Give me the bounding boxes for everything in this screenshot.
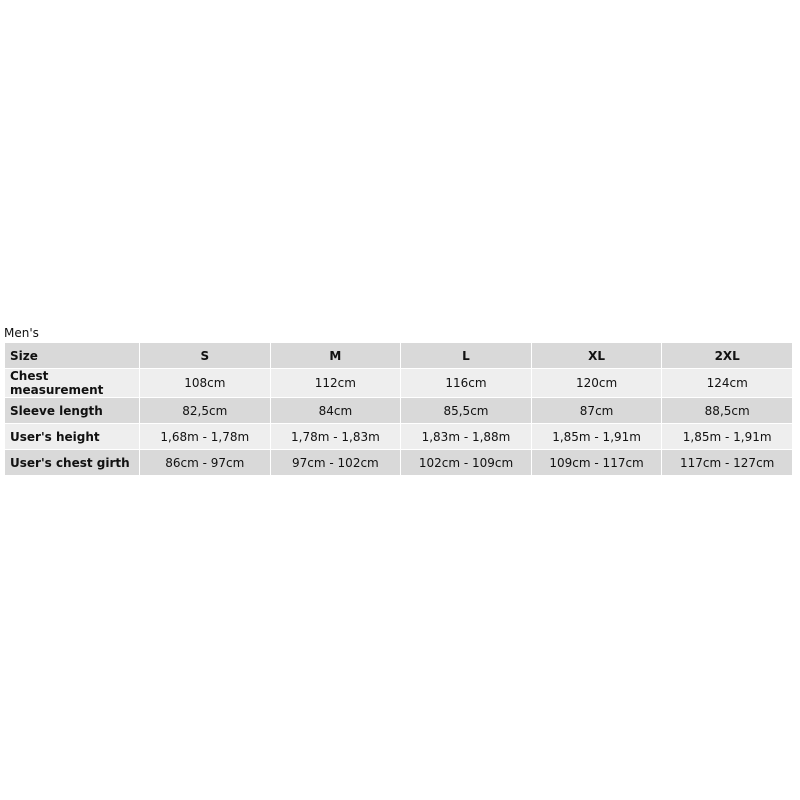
table-body: Size S M L XL 2XL Chest measurement 108cm 112cm 1… <box>4 342 793 476</box>
table-title: Men's <box>4 326 39 340</box>
table-row: Sleeve length 82,5cm 84cm 85,5cm 87cm 88,5cm <box>4 397 793 424</box>
table-cell: XL <box>530 342 663 369</box>
table-cell: 124cm <box>661 368 793 398</box>
table-cell: 1,85m - 1,91m <box>661 423 793 450</box>
table-cell: 84cm <box>269 397 402 424</box>
table-cell: 2XL <box>661 342 793 369</box>
table-cell: 117cm - 127cm <box>661 449 793 476</box>
row-label: User's height <box>4 423 140 450</box>
table-cell: 1,85m - 1,91m <box>530 423 663 450</box>
table-cell: L <box>400 342 532 369</box>
table-cell: 88,5cm <box>661 397 793 424</box>
table-row: User's chest girth 86cm - 97cm 97cm - 102c… <box>4 449 793 476</box>
table-cell: 82,5cm <box>139 397 271 424</box>
table-cell: M <box>269 342 402 369</box>
table-cell: 120cm <box>530 368 663 398</box>
row-label: User's chest girth <box>4 449 140 476</box>
table-cell: 102cm - 109cm <box>400 449 532 476</box>
table-cell: 116cm <box>400 368 532 398</box>
table-row: User's height 1,68m - 1,78m 1,78m - 1,83m 1… <box>4 423 793 450</box>
row-label: Size <box>4 342 140 369</box>
table-row: Size S M L XL 2XL <box>4 342 793 369</box>
table-row: Chest measurement 108cm 112cm 116cm 120cm 124… <box>4 368 793 398</box>
table-cell: 85,5cm <box>400 397 532 424</box>
row-label: Sleeve length <box>4 397 140 424</box>
table-cell: 87cm <box>530 397 663 424</box>
table-cell: 1,68m - 1,78m <box>139 423 271 450</box>
table-cell: 86cm - 97cm <box>139 449 271 476</box>
row-label: Chest measurement <box>4 368 140 398</box>
table-cell: 1,83m - 1,88m <box>400 423 532 450</box>
table-cell: 1,78m - 1,83m <box>269 423 402 450</box>
table-cell: 109cm - 117cm <box>530 449 663 476</box>
table-cell: 108cm <box>139 368 271 398</box>
size-table: Size S M L XL 2XL Chest measurement 108cm 112cm 1… <box>4 342 793 476</box>
table-cell: 97cm - 102cm <box>269 449 402 476</box>
table-cell: 112cm <box>269 368 402 398</box>
table-cell: S <box>139 342 271 369</box>
